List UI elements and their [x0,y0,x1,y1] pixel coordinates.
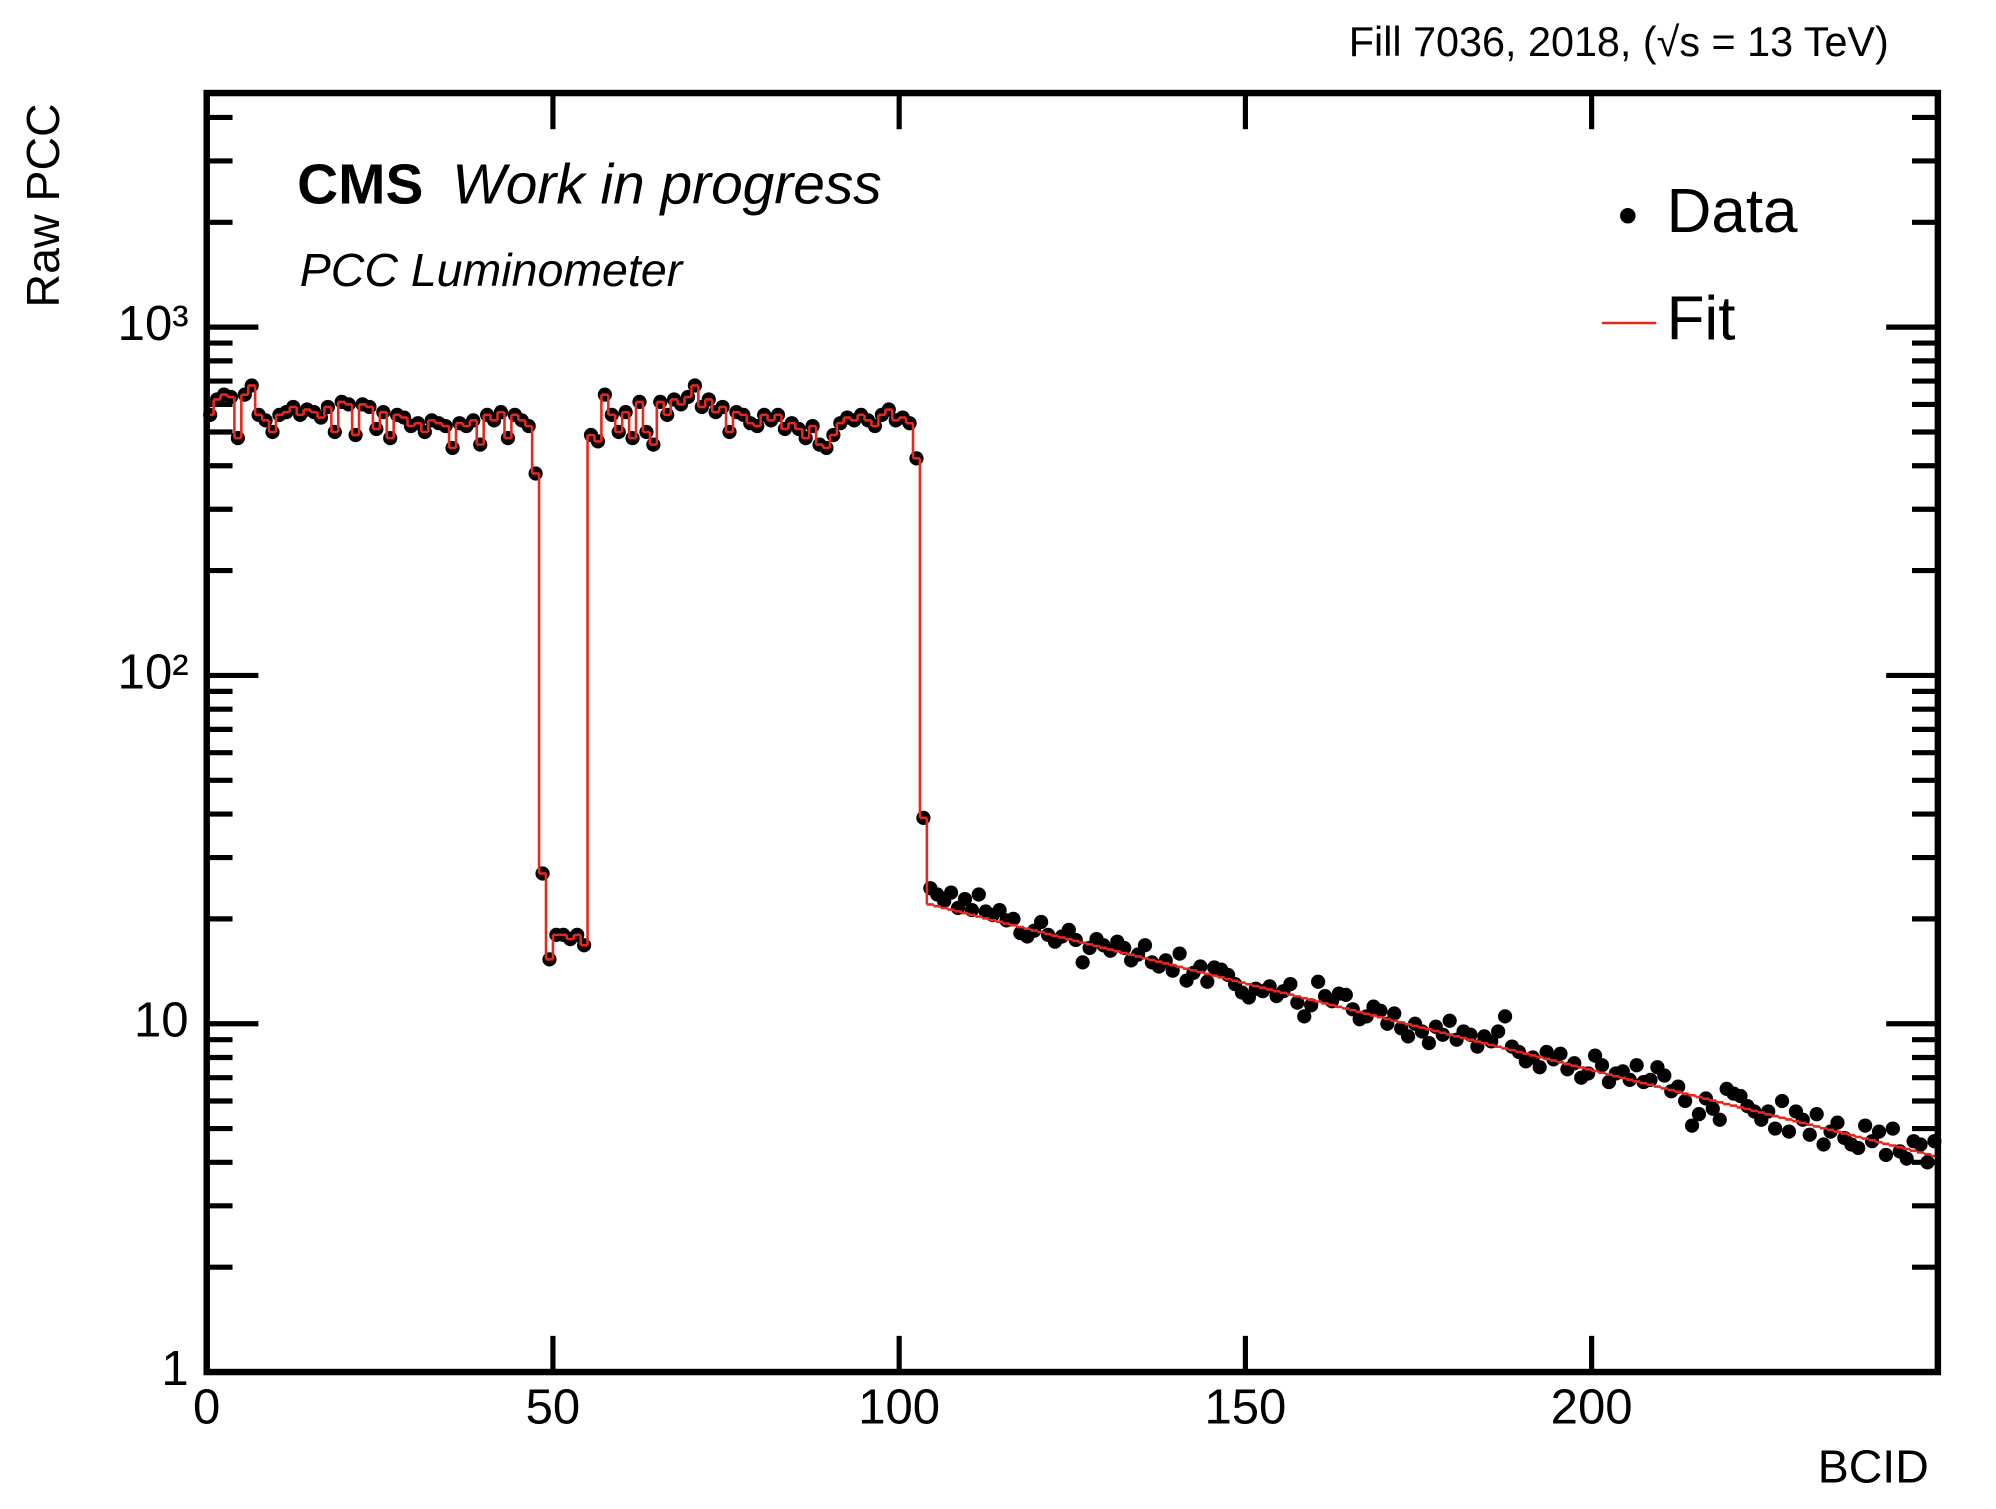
plot-frame [203,89,1942,1376]
data-point [1802,1127,1817,1142]
x-tick-label: 200 [1551,1381,1633,1435]
chart-subtitle: Work in progress [452,154,882,217]
data-point [1200,974,1215,989]
data-point [1401,1029,1416,1044]
data-point [1913,1137,1928,1152]
legend-label: Fit [1667,284,1736,353]
y-tick-label: 10 [134,994,189,1048]
data-point [1816,1137,1831,1152]
data-point [1858,1118,1873,1133]
header: Fill 7036, 2018, (√s = 13 TeV) [1349,19,1889,65]
data-point [1338,987,1353,1003]
x-tick-label: 150 [1204,1381,1286,1435]
data-point [1172,946,1187,961]
data-point [1491,1024,1506,1039]
data-point [1678,1093,1693,1109]
chart-title: CMS [297,154,423,217]
x-tick-label: 50 [526,1381,581,1435]
data-point [1691,1107,1707,1122]
data-point [1774,1093,1790,1109]
data-point [1885,1121,1900,1136]
data-point [1075,955,1090,970]
data-point [1553,1046,1568,1061]
data-point [1297,1009,1312,1024]
data-point [1311,974,1326,989]
y-tick-label: 10³ [118,297,189,351]
data-point [1851,1140,1866,1156]
data-point [1137,938,1153,953]
data-point [1899,1151,1914,1166]
data-point [1878,1147,1894,1163]
data-point [1712,1112,1727,1127]
data-point [992,902,1007,918]
data-point [1830,1115,1845,1130]
data-point [943,885,959,900]
data-point [971,887,986,902]
data-point [1733,1088,1748,1104]
data-point [1781,1124,1797,1139]
data-point [1657,1068,1672,1083]
x-tick-label: 0 [193,1381,220,1435]
data-point [1705,1101,1720,1116]
data-point [1871,1124,1887,1139]
data-point [1809,1107,1824,1122]
data-point [1629,1058,1644,1073]
y-tick-label: 1 [161,1342,188,1396]
data-point [1061,922,1076,937]
data-point [1768,1121,1783,1136]
data-point [1442,1013,1457,1028]
data-point [1532,1060,1547,1075]
data-point [1421,1035,1437,1051]
annotation: PCC Luminometer [300,244,685,296]
data-point [1684,1118,1700,1133]
legend-marker [1620,208,1636,224]
data-point [1387,1006,1402,1021]
data-point [1497,1009,1513,1024]
legend-label: Data [1667,177,1798,246]
x-axis-label: BCID [1818,1440,1929,1492]
y-tick-label: 10² [118,645,189,699]
data-point [1283,976,1298,992]
data-point [1594,1058,1610,1073]
data-point [957,891,973,907]
y-axis-label: Raw PCC [17,103,69,307]
data-point [1920,1155,1935,1170]
data-point [1034,914,1049,930]
x-tick-label: 100 [858,1381,940,1435]
